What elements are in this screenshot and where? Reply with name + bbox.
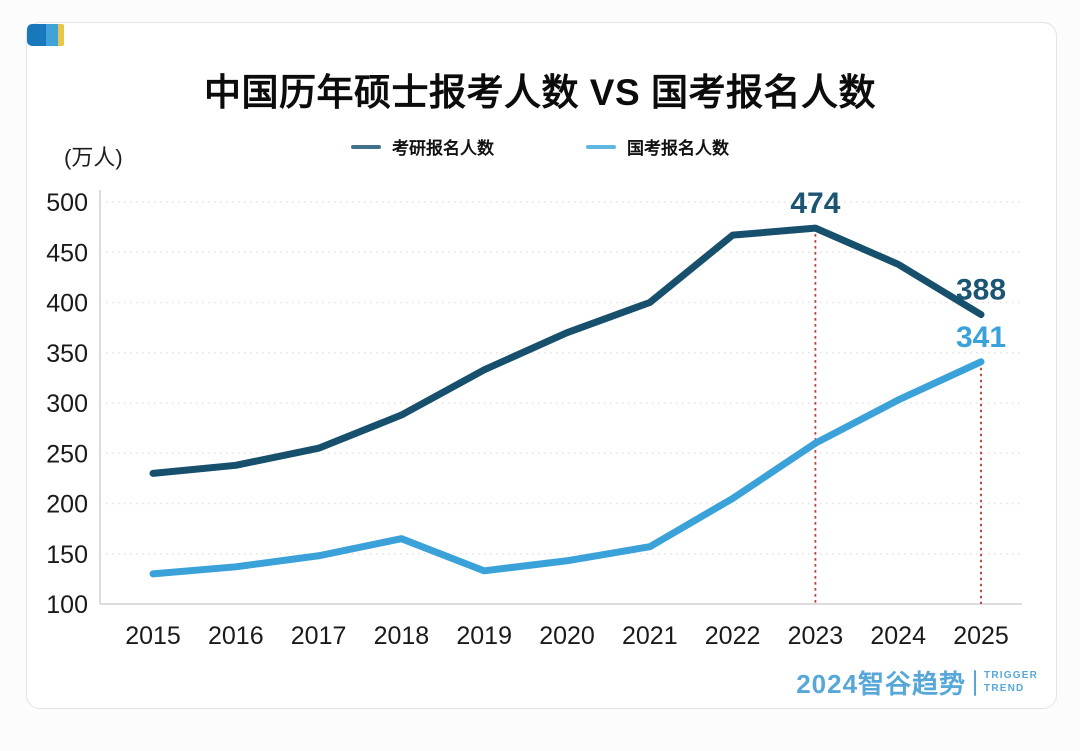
y-tick-label: 200 (46, 491, 88, 519)
brand-logo: 2024智谷趋势 TRIGGER TREND (796, 664, 1038, 701)
corner-icon-light-blue-block (46, 24, 58, 46)
x-tick-label: 2015 (125, 622, 181, 650)
x-tick-label: 2025 (953, 622, 1009, 650)
y-tick-label: 250 (46, 440, 88, 468)
brand-logo-text: 2024智谷趋势 (796, 669, 967, 699)
x-tick-label: 2023 (788, 622, 844, 650)
legend-line-swatch-light (586, 144, 616, 149)
decorative-corner-icon (27, 24, 64, 46)
series-line-1 (149, 358, 985, 578)
legend-label: 考研报名人数 (392, 139, 494, 158)
x-tick-label: 2022 (705, 622, 761, 650)
brand-tagline-line2: TREND (984, 682, 1025, 694)
brand-tagline: TRIGGER TREND (984, 670, 1038, 695)
y-tick-label: 100 (46, 591, 88, 619)
y-tick-label: 350 (46, 340, 88, 368)
y-tick-label: 500 (46, 189, 88, 217)
chart-legend: 考研报名人数 国考报名人数 (0, 134, 1080, 159)
legend-line-swatch-dark (351, 144, 381, 149)
legend-item-kaoyan: 考研报名人数 (351, 134, 494, 159)
corner-icon-dark-blue-block (27, 24, 46, 46)
corner-icon-yellow-block (58, 24, 64, 46)
page-title: 中国历年硕士报考人数 VS 国考报名人数 (204, 72, 876, 113)
y-axis-unit-label: (万人) (64, 145, 123, 170)
x-tick-label: 2020 (539, 622, 595, 650)
x-tick-label: 2021 (622, 622, 678, 650)
series-line-0 (149, 224, 985, 477)
y-tick-label: 400 (46, 290, 88, 318)
x-tick-label: 2024 (870, 622, 926, 650)
chart-card (26, 22, 1057, 709)
brand-logo-divider (974, 669, 977, 696)
x-tick-label: 2018 (374, 622, 430, 650)
annotation-474: 474 (790, 187, 840, 220)
y-tick-label: 150 (46, 541, 88, 569)
y-tick-label: 450 (46, 239, 88, 267)
annotation-388: 388 (956, 274, 1006, 307)
legend-label: 国考报名人数 (627, 139, 729, 158)
x-tick-label: 2017 (291, 622, 347, 650)
y-tick-label: 300 (46, 390, 88, 418)
x-tick-label: 2019 (456, 622, 512, 650)
legend-item-guokao: 国考报名人数 (586, 134, 729, 159)
x-tick-label: 2016 (208, 622, 264, 650)
annotation-341: 341 (956, 321, 1006, 354)
brand-tagline-line1: TRIGGER (984, 670, 1038, 681)
